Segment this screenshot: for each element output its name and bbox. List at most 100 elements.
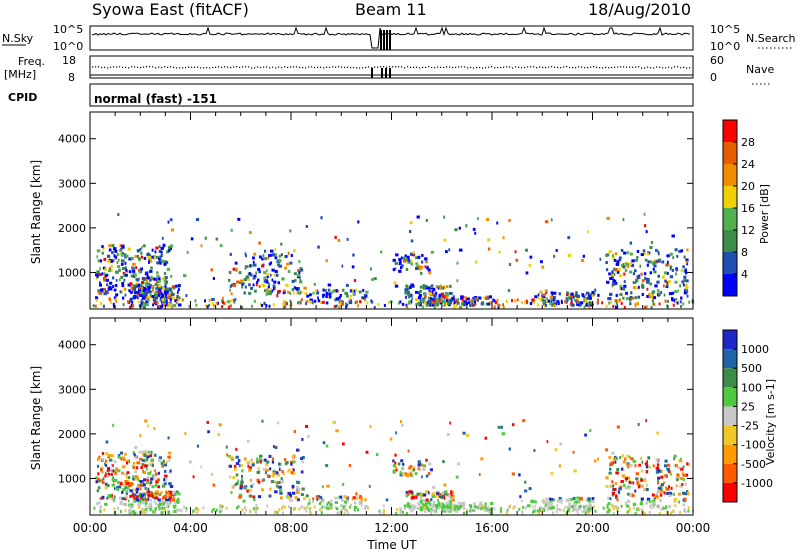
data-cell (628, 480, 631, 484)
velocity-plot-area (90, 318, 693, 515)
freq-point (176, 67, 178, 69)
data-cell (678, 500, 681, 504)
data-cell (147, 487, 150, 491)
data-cell (421, 260, 424, 264)
data-cell (550, 218, 553, 222)
data-cell (144, 459, 147, 463)
data-cell (416, 215, 420, 219)
data-cell (494, 301, 497, 305)
data-cell (99, 288, 104, 292)
data-cell (576, 297, 579, 301)
data-cell (155, 271, 159, 275)
freq-point (611, 66, 613, 69)
data-cell (128, 270, 132, 274)
data-cell (430, 250, 434, 254)
data-cell (290, 462, 293, 466)
data-cell (562, 509, 565, 513)
data-cell (258, 241, 261, 245)
data-cell (115, 278, 118, 282)
data-cell (261, 257, 264, 261)
data-cell (684, 283, 688, 287)
data-cell (643, 212, 646, 216)
data-cell (475, 260, 478, 264)
data-cell (497, 305, 500, 309)
data-cell (219, 244, 223, 248)
data-cell (558, 496, 562, 500)
time-tick-label: 16:00 (475, 521, 510, 535)
data-cell (533, 448, 536, 452)
data-cell (166, 498, 170, 502)
data-cell (269, 273, 272, 277)
data-cell (255, 271, 258, 275)
data-cell (171, 228, 174, 232)
data-cell (507, 289, 511, 293)
data-cell (345, 302, 348, 306)
data-cell (157, 290, 161, 294)
data-cell (276, 291, 280, 295)
data-cell (243, 457, 247, 461)
data-cell (163, 463, 168, 467)
data-cell (129, 509, 132, 513)
data-cell (266, 504, 269, 508)
data-cell (451, 507, 454, 511)
data-cell (566, 293, 569, 297)
data-cell (449, 301, 452, 305)
data-cell (427, 491, 430, 495)
data-cell (638, 285, 640, 289)
data-cell (660, 291, 663, 295)
data-cell (176, 490, 179, 494)
data-cell (663, 271, 668, 275)
data-cell (169, 218, 173, 222)
data-cell (154, 256, 157, 260)
data-cell (239, 279, 244, 283)
data-cell (137, 503, 141, 507)
data-cell (107, 286, 110, 290)
data-cell (149, 292, 152, 296)
data-cell (112, 284, 115, 288)
data-cell (299, 278, 302, 282)
data-cell (137, 292, 140, 296)
data-cell (229, 455, 233, 459)
data-cell (650, 305, 653, 309)
freq-point (353, 66, 355, 69)
data-cell (99, 301, 102, 305)
data-cell (532, 510, 535, 514)
data-cell (142, 244, 146, 248)
data-cell (480, 507, 483, 511)
data-cell (635, 472, 639, 476)
data-cell (126, 471, 130, 475)
data-cell (407, 260, 411, 264)
data-cell (151, 248, 154, 252)
data-cell (235, 506, 238, 510)
data-cell (250, 286, 253, 290)
data-cell (301, 460, 305, 464)
data-cell (455, 509, 459, 513)
data-cell (419, 289, 423, 293)
data-cell (667, 505, 672, 509)
freq-point (488, 66, 490, 68)
data-cell (608, 250, 612, 254)
freq-point (275, 67, 277, 69)
data-cell (124, 480, 128, 484)
data-cell (641, 484, 644, 488)
data-cell (487, 238, 491, 242)
data-cell (293, 286, 296, 290)
data-cell (550, 298, 552, 302)
data-cell (584, 433, 588, 437)
data-cell (611, 451, 615, 455)
data-cell (584, 506, 588, 510)
data-cell (271, 253, 276, 257)
data-cell (360, 497, 363, 501)
data-cell (299, 290, 303, 294)
data-cell (448, 284, 452, 288)
data-cell (448, 500, 451, 504)
data-cell (158, 505, 161, 509)
data-cell (155, 293, 158, 297)
data-cell (679, 477, 683, 481)
data-cell (137, 478, 140, 482)
data-cell (353, 279, 357, 283)
data-cell (145, 467, 148, 471)
data-cell (146, 282, 151, 286)
data-cell (420, 298, 423, 302)
data-cell (319, 300, 324, 304)
